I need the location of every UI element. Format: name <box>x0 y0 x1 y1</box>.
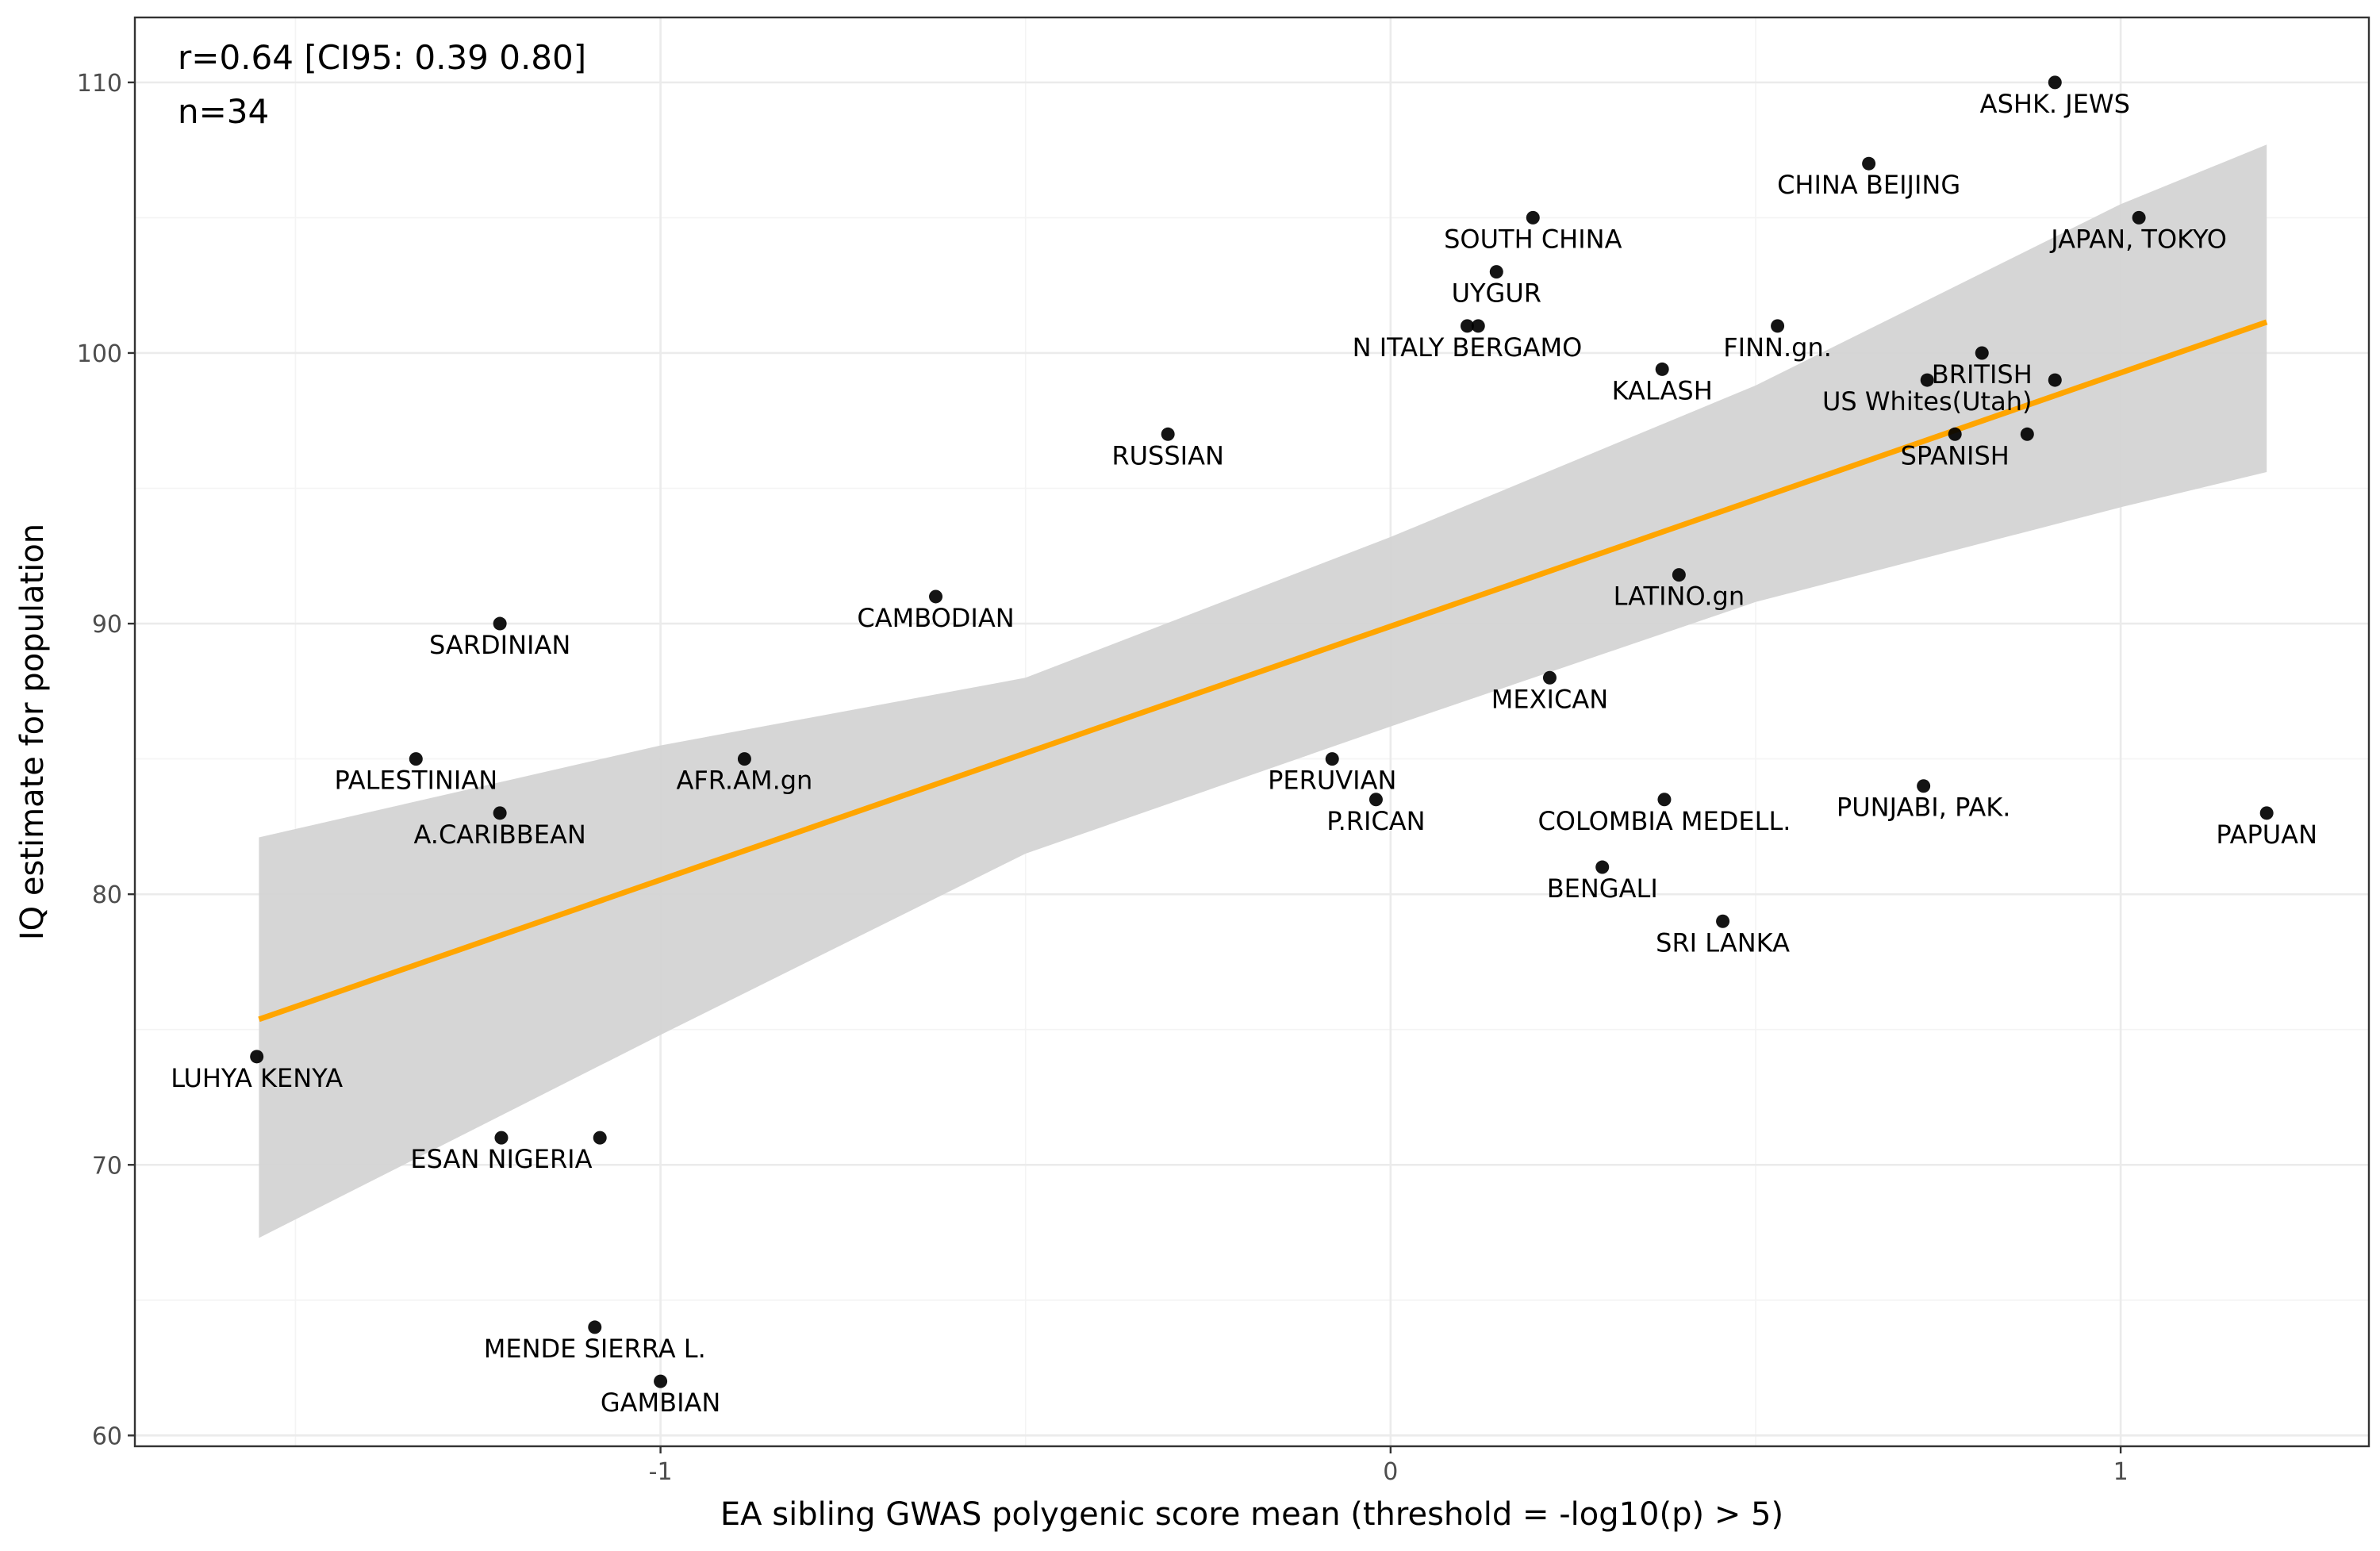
data-point <box>593 1131 607 1145</box>
data-point <box>409 752 423 766</box>
data-point <box>1948 427 1962 441</box>
data-point <box>1672 568 1686 582</box>
fit-line-group <box>258 319 2268 1023</box>
data-point <box>494 1131 509 1145</box>
y-tick-label: 90 <box>92 611 122 639</box>
correlation-annotation: r=0.64 [CI95: 0.39 0.80] <box>178 38 586 77</box>
y-tick-label: 60 <box>92 1422 122 1450</box>
point-label: AFR.AM.gn <box>677 766 813 796</box>
axes: -1 0 1 60 70 80 90 100 110 <box>77 70 2129 1486</box>
data-point <box>1657 793 1672 807</box>
data-point <box>1771 319 1785 333</box>
confidence-band <box>259 144 2267 1238</box>
point-label: BRITISH <box>1932 359 2033 390</box>
point-label: UYGUR <box>1452 278 1541 309</box>
point-label: PERUVIAN <box>1268 766 1396 796</box>
x-tick-label: 1 <box>2113 1458 2129 1486</box>
point-label: LATINO.gn <box>1614 582 1745 612</box>
point-label: JAPAN, TOKYO <box>2049 224 2227 254</box>
data-point <box>2132 210 2146 225</box>
data-point <box>1368 793 1383 807</box>
sample-size-annotation: n=34 <box>178 92 269 131</box>
point-label: MEXICAN <box>1491 684 1608 714</box>
x-tick-label: 0 <box>1383 1458 1398 1486</box>
x-axis-title: EA sibling GWAS polygenic score mean (th… <box>720 1496 1783 1533</box>
y-tick-label: 110 <box>77 70 122 98</box>
point-label: COLOMBIA MEDELL. <box>1537 806 1791 836</box>
point-label: RUSSIAN <box>1111 440 1224 470</box>
point-label: ESAN NIGERIA <box>410 1144 592 1174</box>
point-label: GAMBIAN <box>601 1388 721 1418</box>
point-label: CHINA BEIJING <box>1777 170 1960 200</box>
point-label: ASHK. JEWS <box>1980 89 2130 119</box>
data-point <box>1542 670 1557 685</box>
point-label: US Whites(Utah) <box>1822 386 2032 417</box>
y-tick-label: 70 <box>92 1152 122 1180</box>
regression-line <box>258 319 2268 1023</box>
point-label: PAPUAN <box>2216 820 2317 850</box>
point-label: SPANISH <box>1901 440 2010 470</box>
point-label: BENGALI <box>1547 873 1658 904</box>
data-point <box>2048 75 2062 90</box>
data-point <box>493 616 507 631</box>
data-point <box>1489 265 1503 279</box>
point-label: CAMBODIAN <box>857 603 1014 633</box>
data-point <box>493 806 507 820</box>
data-point <box>2048 373 2062 387</box>
data-point <box>1716 914 1730 928</box>
data-point <box>2259 806 2274 820</box>
data-point <box>588 1320 602 1334</box>
point-label: KALASH <box>1612 375 1713 405</box>
point-label: SRI LANKA <box>1656 927 1790 958</box>
y-tick-label: 80 <box>92 881 122 909</box>
point-label: P.RICAN <box>1326 806 1425 836</box>
point-label: SOUTH CHINA <box>1444 224 1622 254</box>
data-point <box>1526 210 1540 225</box>
data-point <box>929 589 943 604</box>
data-point <box>1460 319 1474 333</box>
point-label: FINN.gn. <box>1723 332 1832 363</box>
data-point <box>1471 319 1485 333</box>
data-point <box>1917 779 1931 793</box>
point-label: LUHYA KENYA <box>171 1063 343 1093</box>
data-point <box>1975 346 1989 360</box>
data-point <box>1920 373 1934 387</box>
point-label: A.CARIBBEAN <box>413 820 585 850</box>
data-point <box>1595 860 1610 874</box>
point-label: PALESTINIAN <box>334 766 497 796</box>
point-labels: ASHK. JEWS CHINA BEIJING JAPAN, TOKYO SOUTH… <box>171 89 2317 1418</box>
data-point <box>2020 427 2034 441</box>
y-tick-label: 100 <box>77 340 122 368</box>
confidence-band-group <box>259 144 2267 1238</box>
point-label: PUNJABI, PAK. <box>1837 793 2010 823</box>
data-points <box>250 75 2274 1388</box>
data-point <box>1655 362 1669 376</box>
point-label: MENDE SIERRA L. <box>484 1334 706 1364</box>
plot-panel-border <box>133 16 2370 1448</box>
data-point <box>737 752 751 766</box>
point-label: SARDINIAN <box>429 630 570 660</box>
y-axis-title: IQ estimate for population <box>14 524 51 940</box>
data-point <box>654 1374 668 1388</box>
data-point <box>250 1050 264 1064</box>
data-point <box>1862 156 1876 171</box>
data-point <box>1325 752 1339 766</box>
point-label: N ITALY BERGAMO <box>1353 332 1583 363</box>
x-tick-label: -1 <box>649 1458 673 1486</box>
data-point <box>1161 427 1175 441</box>
